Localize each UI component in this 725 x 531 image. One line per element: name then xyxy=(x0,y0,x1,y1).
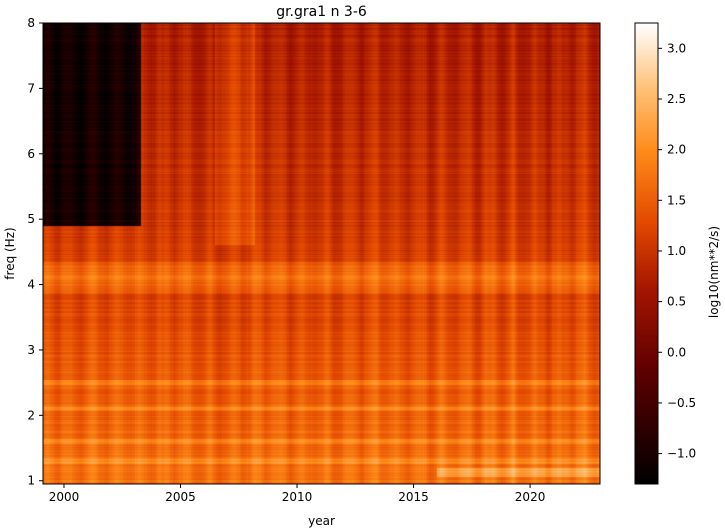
colorbar-gradient xyxy=(634,22,659,485)
colorbar-tick-label: 0.0 xyxy=(667,345,686,359)
y-axis-label: freq (Hz) xyxy=(3,227,17,279)
x-tick-label: 2010 xyxy=(282,490,313,504)
colorbar-tick-label: −1.0 xyxy=(667,447,696,461)
y-tick-label: 4 xyxy=(27,278,35,292)
y-tick-label: 5 xyxy=(27,212,35,226)
y-tick-label: 7 xyxy=(27,81,35,95)
colorbar-tick-label: 0.5 xyxy=(667,295,686,309)
heatmap xyxy=(43,23,600,484)
y-tick-label: 6 xyxy=(27,147,35,161)
colorbar-ticks: −1.0 −0.5 0.0 0.5 1.0 1.5 2.0 2.5 3.0 xyxy=(658,41,696,461)
x-tick-label: 2015 xyxy=(398,490,429,504)
colorbar-tick-label: 2.5 xyxy=(667,92,686,106)
x-tick-label: 2020 xyxy=(515,490,546,504)
x-axis-label: year xyxy=(308,514,335,528)
plot-frame xyxy=(42,22,601,485)
x-axis: 2000 2005 2010 2015 2020 xyxy=(49,484,546,504)
colorbar-tick-label: 2.0 xyxy=(667,143,686,157)
colorbar-tick-label: 1.5 xyxy=(667,193,686,207)
y-tick-label: 8 xyxy=(27,16,35,30)
colorbar: −1.0 −0.5 0.0 0.5 1.0 1.5 2.0 2.5 3.0 log10(nm**… xyxy=(634,22,721,485)
chart-title: gr.gra1 n 3-6 xyxy=(276,4,367,20)
y-axis: 1 2 3 4 5 6 7 8 xyxy=(27,16,43,488)
x-tick-label: 2000 xyxy=(49,490,80,504)
y-tick-label: 1 xyxy=(27,474,35,488)
colorbar-tick-label: 1.0 xyxy=(667,244,686,258)
colorbar-label: log10(nm**2/s) xyxy=(707,226,721,318)
colorbar-tick-label: 3.0 xyxy=(667,41,686,55)
y-tick-label: 3 xyxy=(27,343,35,357)
y-tick-label: 2 xyxy=(27,408,35,422)
heatmap-raster xyxy=(43,23,600,484)
x-tick-label: 2005 xyxy=(165,490,196,504)
colorbar-tick-label: −0.5 xyxy=(667,396,696,410)
